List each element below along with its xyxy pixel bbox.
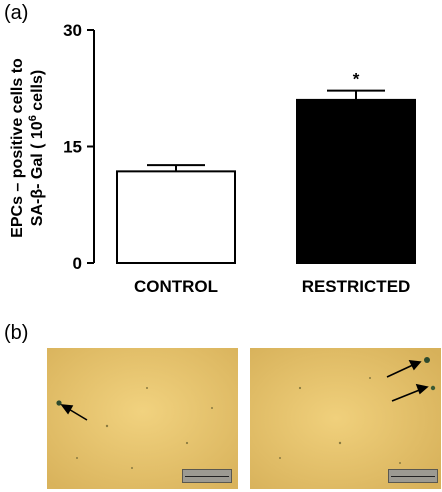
x-tick-label: RESTRICTED [302,277,411,296]
cell-dot [56,400,62,406]
restricted-micrograph-image [250,348,441,489]
x-tick-labels: CONTROL RESTRICTED [134,277,410,296]
panel-a-label: (a) [4,2,29,24]
y-axis-label-line1: EPCs – positive cells to [9,58,26,238]
y-tick-label: 0 [73,254,82,273]
y-tick-label: 15 [63,138,82,157]
arrow-icon [60,404,88,421]
restricted-micrograph [250,348,441,489]
significance-marker: * [353,70,360,89]
control-micrograph [47,348,238,489]
bar-chart: EPCs – positive cells to SA-β- Gal ( 106… [9,21,416,296]
cell-dot [424,357,430,363]
scale-bar [388,469,438,483]
y-axis-label-line2: SA-β- Gal ( 106 cells) [27,70,46,226]
bar-control [116,170,236,264]
control-micrograph-image [47,348,238,489]
bar-restricted [296,98,416,265]
y-axis-label: EPCs – positive cells to SA-β- Gal ( 106… [9,58,46,238]
y-tick-label: 30 [63,21,82,40]
scale-bar [182,469,232,483]
arrow-icon [391,383,429,402]
bars: * [116,70,416,265]
x-tick-label: CONTROL [134,277,218,296]
panel-b-label: (b) [4,322,29,344]
y-ticks: 0 15 30 [63,21,94,273]
cell-dot [430,385,436,391]
arrow-icon [386,360,422,378]
